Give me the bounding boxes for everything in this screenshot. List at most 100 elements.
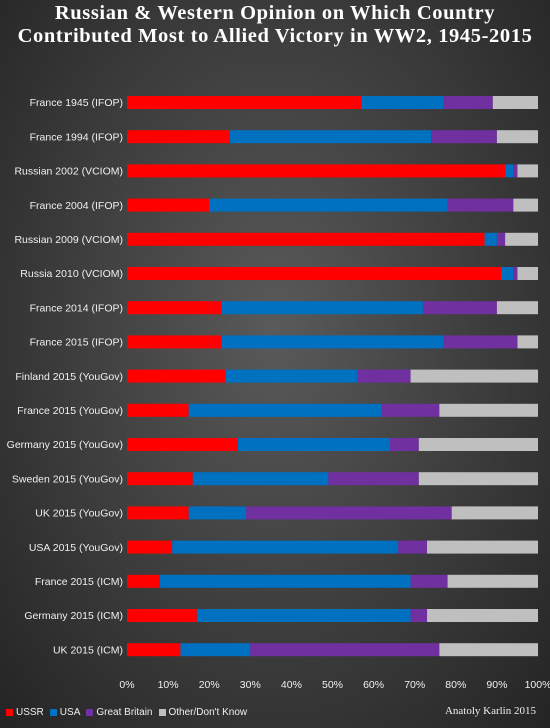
legend-label-ussr: USSR [16,706,44,718]
bar-ussr-germany-2015-yougov [127,438,238,451]
bar-ussr-france-2015-icm [127,574,160,588]
bar-other-don-t-know-russia-2010-vciom [517,267,538,280]
bar-other-don-t-know-france-2004-ifop [513,198,538,212]
bar-ussr-france-2015-ifop [127,335,222,349]
bar-great-britain-russia-2010-vciom [513,267,518,280]
bar-other-don-t-know-germany-2015-icm [427,609,538,622]
category-label-france-1994-ifop: France 1994 (IFOP) [30,131,123,143]
legend: USSR USA Great Britain Other/Don't Know [6,703,253,721]
x-tick-label-10: 100% [525,679,550,691]
legend-swatch-usa [49,708,57,716]
category-label-finland-2015-yougov: Finland 2015 (YouGov) [15,371,123,383]
x-tick-label-5: 50% [322,679,343,691]
chart-title: Russian & Western Opinion on Which Count… [17,2,533,47]
legend-item-other-don-t-know: Other/Don't Know [158,706,248,718]
category-label-france-1945-ifop: France 1945 (IFOP) [30,97,123,109]
bar-great-britain-russian-2009-vciom [496,232,506,246]
legend-item-ussr: USSR [6,707,44,718]
bar-other-don-t-know-russian-2002-vciom [517,164,538,178]
bar-ussr-russian-2002-vciom [127,164,506,178]
bar-great-britain-france-2015-icm [410,574,448,588]
category-label-sweden-2015-yougov: Sweden 2015 (YouGov) [12,473,123,485]
bar-great-britain-sweden-2015-yougov [328,472,419,486]
x-tick-label-2: 20% [199,679,220,691]
x-tick-label-3: 30% [240,679,261,691]
category-label-uk-2015-yougov: UK 2015 (YouGov) [35,508,123,520]
bar-great-britain-france-2015-yougov [381,403,440,417]
bar-ussr-russia-2010-vciom [127,267,502,280]
x-tick-label-9: 90% [486,679,507,691]
bar-great-britain-france-2004-ifop [447,198,514,212]
category-label-france-2015-icm: France 2015 (ICM) [35,576,123,588]
bar-usa-france-2015-icm [159,574,411,588]
x-tick-label-1: 10% [158,679,179,691]
category-labels: France 1945 (IFOP) France 1994 (IFOP) Russ… [7,97,123,656]
legend-item-usa: USA [49,706,81,718]
bar-other-don-t-know-france-2015-icm [447,574,538,588]
category-label-france-2004-ifop: France 2004 (IFOP) [30,200,123,212]
bar-other-don-t-know-usa-2015-yougov [427,540,538,554]
bar-great-britain-germany-2015-icm [410,609,428,622]
bar-ussr-russian-2009-vciom [127,232,485,246]
bar-ussr-sweden-2015-yougov [127,472,193,486]
x-axis: 0% 10% 20% 30% 40% 50% 60% 70% 80% 90% 100% [119,679,550,691]
bar-ussr-france-1945-ifop [127,96,362,109]
bar-ussr-france-2004-ifop [127,198,210,212]
bar-usa-russian-2002-vciom [505,164,514,178]
bar-usa-france-2015-ifop [221,335,444,349]
bar-other-don-t-know-france-2015-ifop [517,335,538,349]
bar-other-don-t-know-france-2015-yougov [439,403,538,417]
category-label-russia-2010-vciom: Russia 2010 (VCIOM) [20,268,123,280]
bar-ussr-france-1994-ifop [127,130,230,144]
bar-usa-uk-2015-yougov [188,506,247,520]
bar-ussr-usa-2015-yougov [127,540,173,554]
bar-great-britain-france-2014-ifop [422,301,497,315]
x-tick-label-7: 70% [404,679,425,691]
category-label-russian-2009-vciom: Russian 2009 (VCIOM) [14,234,123,246]
bar-great-britain-france-2015-ifop [443,335,518,349]
legend-label-other-don-t-know: Other/Don't Know [168,706,248,718]
x-tick-label-0: 0% [119,679,134,691]
category-label-france-2015-ifop: France 2015 (IFOP) [30,337,123,349]
bar-usa-france-2015-yougov [188,403,382,417]
category-label-france-2014-ifop: France 2014 (IFOP) [30,302,123,314]
bar-usa-france-2014-ifop [221,301,423,315]
bar-great-britain-usa-2015-yougov [398,540,428,554]
legend-label-great-britain: Great Britain [96,706,153,718]
bar-usa-france-1945-ifop [361,96,444,109]
bar-other-don-t-know-france-1994-ifop [496,130,538,144]
x-tick-label-8: 80% [445,679,466,691]
category-label-germany-2015-icm: Germany 2015 (ICM) [24,610,123,622]
bar-other-don-t-know-germany-2015-yougov [418,438,538,451]
category-label-usa-2015-yougov: USA 2015 (YouGov) [29,542,123,554]
legend-label-usa: USA [59,706,81,718]
bar-usa-sweden-2015-yougov [192,472,329,486]
bar-usa-russia-2010-vciom [501,267,514,280]
bar-great-britain-germany-2015-yougov [390,438,419,451]
bar-great-britain-uk-2015-yougov [246,506,452,520]
bar-other-don-t-know-uk-2015-yougov [451,506,538,520]
bar-other-don-t-know-uk-2015-icm [439,643,538,657]
legend-swatch-ussr [6,708,13,716]
bar-usa-usa-2015-yougov [172,540,399,554]
bar-great-britain-russian-2002-vciom [513,164,518,178]
bar-great-britain-france-1994-ifop [431,130,497,144]
bar-other-don-t-know-finland-2015-yougov [410,369,538,383]
x-tick-label-6: 60% [363,679,384,691]
author-credit: Anatoly Karlin 2015 [444,705,536,717]
bar-usa-uk-2015-icm [180,643,251,657]
bar-usa-germany-2015-icm [196,609,411,622]
bar-other-don-t-know-russian-2009-vciom [505,232,538,246]
bar-ussr-uk-2015-yougov [127,506,189,520]
bar-other-don-t-know-sweden-2015-yougov [418,472,538,486]
category-label-france-2015-yougov: France 2015 (YouGov) [17,405,123,417]
bar-great-britain-france-1945-ifop [443,96,493,109]
bar-ussr-france-2014-ifop [127,301,222,315]
bar-usa-germany-2015-yougov [237,438,391,451]
bar-great-britain-finland-2015-yougov [357,369,411,383]
legend-swatch-great-britain [86,708,94,716]
bar-usa-france-1994-ifop [229,130,432,144]
legend-item-great-britain: Great Britain [86,706,153,718]
bar-ussr-france-2015-yougov [127,403,189,417]
